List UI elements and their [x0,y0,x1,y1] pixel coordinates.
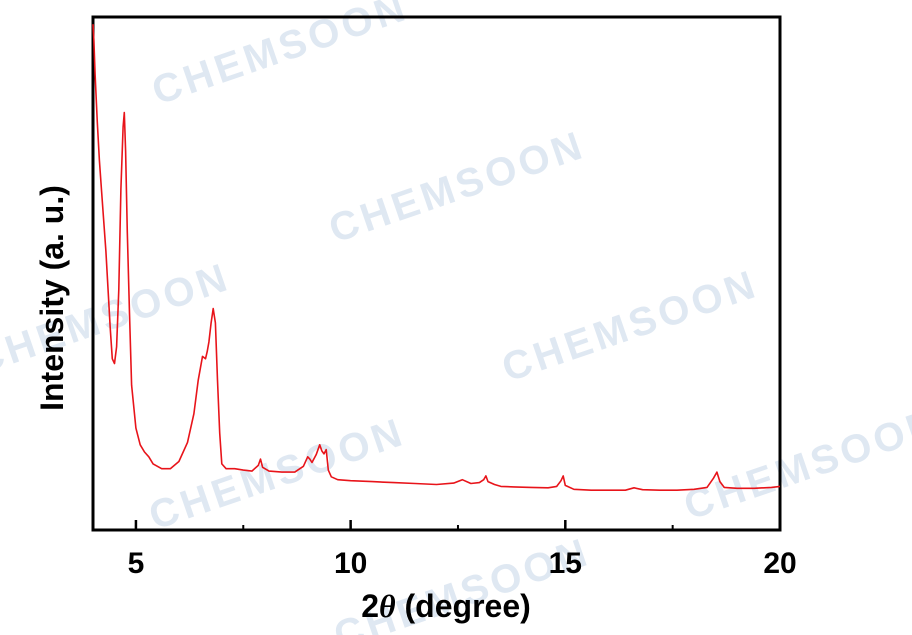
x-axis-title-symbol: θ [379,588,396,624]
xrd-pattern-line [92,24,781,491]
watermark-text: CHEMSOON [324,123,591,252]
x-axis-ticks: 5 10 15 20 [128,520,797,580]
x-tick-label: 20 [763,547,796,580]
x-tick-label: 5 [128,547,145,580]
y-axis-title: Intensity (a. u.) [34,185,70,411]
x-tick-label: 10 [334,547,367,580]
x-axis-title: 2θ (degree) [361,588,531,624]
watermark-text: CHEMSOON [144,410,411,539]
plot-frame [91,15,782,532]
watermark-text: CHEMSOON [679,400,912,529]
x-axis-title-prefix: 2 [361,588,379,624]
watermark-text: CHEMSOON [497,262,764,391]
x-axis-title-suffix: (degree) [396,588,531,624]
x-tick-label: 15 [549,547,582,580]
